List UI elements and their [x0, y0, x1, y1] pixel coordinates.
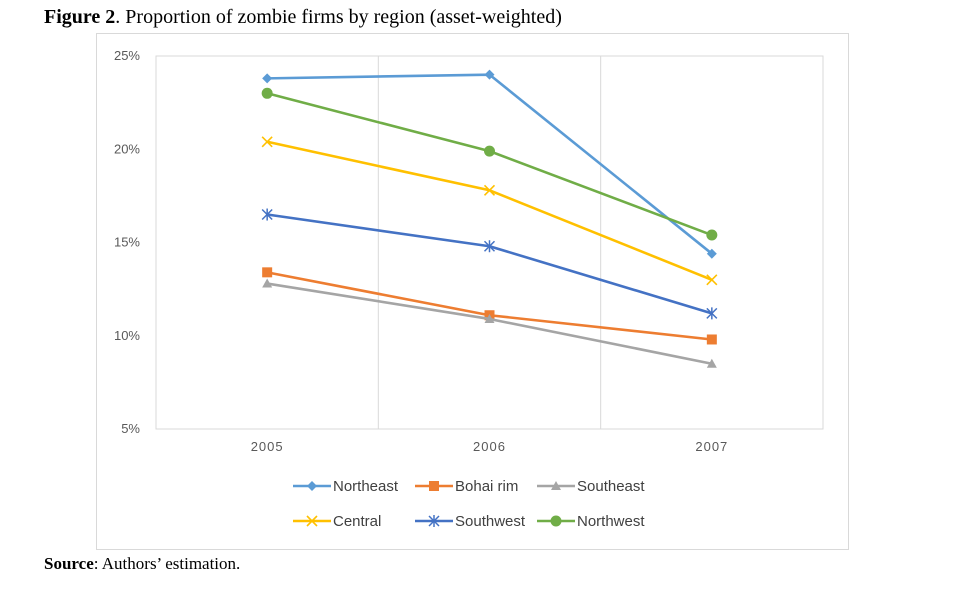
x-tick-label: 2006	[473, 439, 506, 454]
data-point-southeast-shape	[484, 313, 495, 323]
data-point-northwest	[706, 229, 718, 241]
chart-area: 5% 10% 15% 20% 25% 2005 2006 2007 Northeast Bohai…	[96, 33, 849, 550]
legend-marker-southwest	[428, 515, 440, 527]
data-point-northeast-shape	[706, 248, 717, 259]
data-point-bohai-rim	[706, 334, 717, 345]
data-point-northwest-shape	[261, 87, 273, 99]
y-tick-label: 20%	[114, 141, 140, 156]
data-point-central-stroke	[483, 184, 496, 196]
line-chart: 5% 10% 15% 20% 25% 2005 2006 2007 Northeast Bohai…	[114, 48, 824, 530]
legend-marker-northwest-shape	[550, 515, 562, 527]
data-point-northwest-shape	[484, 145, 495, 157]
data-point-central	[261, 136, 273, 148]
data-point-southeast	[262, 278, 273, 288]
x-tick-label: 2007	[695, 439, 728, 454]
y-tick-label: 15%	[114, 235, 140, 250]
series-line-northeast	[267, 73, 713, 255]
legend-marker-southeast-shape	[551, 481, 561, 490]
data-point-southeast-shape	[706, 358, 717, 368]
data-point-northwest-shape	[706, 229, 718, 241]
data-point-southeast	[484, 313, 495, 323]
data-point-northeast	[484, 69, 495, 80]
legend-marker-northeast-shape	[307, 481, 317, 491]
figure-label: Figure 2	[44, 6, 116, 28]
legend-label-southwest: Southwest	[455, 513, 526, 530]
legend-marker-central	[306, 515, 318, 527]
data-point-bohai-rim	[262, 267, 273, 278]
series-line-southeast	[266, 282, 713, 365]
legend-marker-central-stroke	[306, 515, 318, 527]
data-point-northeast-shape	[484, 69, 495, 80]
legend-label-southeast: Southeast	[577, 478, 645, 495]
series-line-southwest	[266, 213, 713, 315]
data-point-bohai-rim-shape	[262, 267, 273, 278]
source-text: : Authors’ estimation.	[93, 554, 241, 573]
legend-label-northeast: Northeast	[333, 478, 399, 495]
data-point-central-stroke	[706, 274, 718, 286]
legend-marker-southeast	[551, 481, 561, 490]
source-label: Source	[44, 554, 94, 573]
data-point-southwest	[261, 208, 273, 221]
legend-marker-northwest	[550, 515, 562, 527]
series-line-northwest	[266, 92, 713, 237]
legend-marker-bohai-rim-shape	[429, 481, 439, 491]
legend-marker-bohai-rim	[429, 481, 439, 491]
data-point-northeast	[262, 73, 273, 84]
data-point-central	[706, 274, 718, 286]
data-point-central-stroke	[261, 136, 273, 148]
legend-marker-northeast	[307, 481, 317, 491]
data-point-northwest	[484, 145, 495, 157]
x-tick-label: 2005	[251, 439, 284, 454]
figure-caption: Figure 2. Proportion of zombie firms by …	[44, 6, 562, 29]
data-point-central	[483, 184, 496, 196]
legend-label-bohai-rim: Bohai rim	[455, 478, 518, 495]
y-tick-label: 5%	[121, 421, 140, 436]
data-point-northeast	[706, 248, 717, 259]
legend-label-central: Central	[333, 513, 381, 530]
source-note: Source: Authors’ estimation.	[44, 554, 240, 574]
y-tick-label: 25%	[114, 48, 140, 63]
data-point-southeast-shape	[262, 278, 273, 288]
data-point-southwest	[706, 307, 718, 320]
data-point-southeast	[706, 358, 717, 368]
figure-title: . Proportion of zombie firms by region (…	[115, 6, 562, 28]
data-point-southwest	[483, 240, 496, 253]
y-tick-label: 10%	[114, 328, 140, 343]
data-point-bohai-rim-shape	[706, 334, 717, 345]
data-point-northeast-shape	[262, 73, 273, 84]
plot-border	[155, 55, 824, 430]
series-line-bohai-rim	[266, 271, 712, 341]
data-point-northwest	[261, 87, 273, 99]
legend-label-northwest: Northwest	[577, 513, 645, 530]
